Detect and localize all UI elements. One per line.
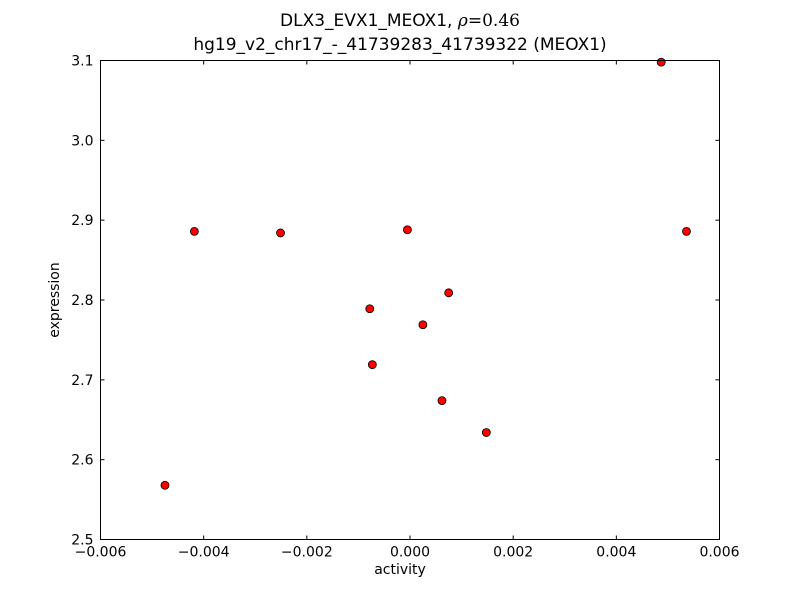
x-tick-label: 0.006 <box>699 545 739 561</box>
data-point <box>656 57 666 67</box>
x-tick-label: 0.000 <box>390 545 430 561</box>
rho-value: =0.46 <box>467 11 520 31</box>
x-tick-label: 0.002 <box>493 545 533 561</box>
rho-symbol: ρ <box>457 11 468 31</box>
data-point <box>276 228 285 238</box>
data-point <box>437 396 447 405</box>
chart-subtitle: hg19_v2_chr17_-_41739283_41739322 (MEOX1… <box>193 35 607 55</box>
y-tick-label: 2.6 <box>71 453 93 469</box>
data-point <box>481 428 491 437</box>
data-point <box>418 320 428 330</box>
x-tick-label: −0.002 <box>281 545 333 561</box>
data-point <box>682 226 691 236</box>
data-point <box>365 304 375 314</box>
y-tick-label: 2.9 <box>71 213 93 229</box>
chart-title: DLX3_EVX1_MEOX1, ρ=0.46 <box>0 11 800 31</box>
data-point <box>367 360 377 370</box>
x-tick-label: −0.006 <box>75 545 127 561</box>
y-tick-label: 2.7 <box>71 373 93 389</box>
chart-title-prefix: DLX3_EVX1_MEOX1, <box>280 11 458 31</box>
x-tick-label: 0.004 <box>596 545 636 561</box>
y-axis-label: expression <box>47 262 63 338</box>
y-tick-label: 2.5 <box>71 533 93 549</box>
data-point <box>444 288 454 298</box>
x-axis-label: activity <box>374 562 426 578</box>
x-tick-label: −0.004 <box>178 545 230 561</box>
y-tick-label: 3.1 <box>71 54 93 70</box>
y-tick-label: 3.0 <box>71 133 93 149</box>
data-point <box>403 225 412 235</box>
data-point <box>189 226 199 236</box>
axes-frame <box>100 60 720 540</box>
data-point <box>160 480 170 490</box>
y-tick-label: 2.8 <box>71 293 93 309</box>
